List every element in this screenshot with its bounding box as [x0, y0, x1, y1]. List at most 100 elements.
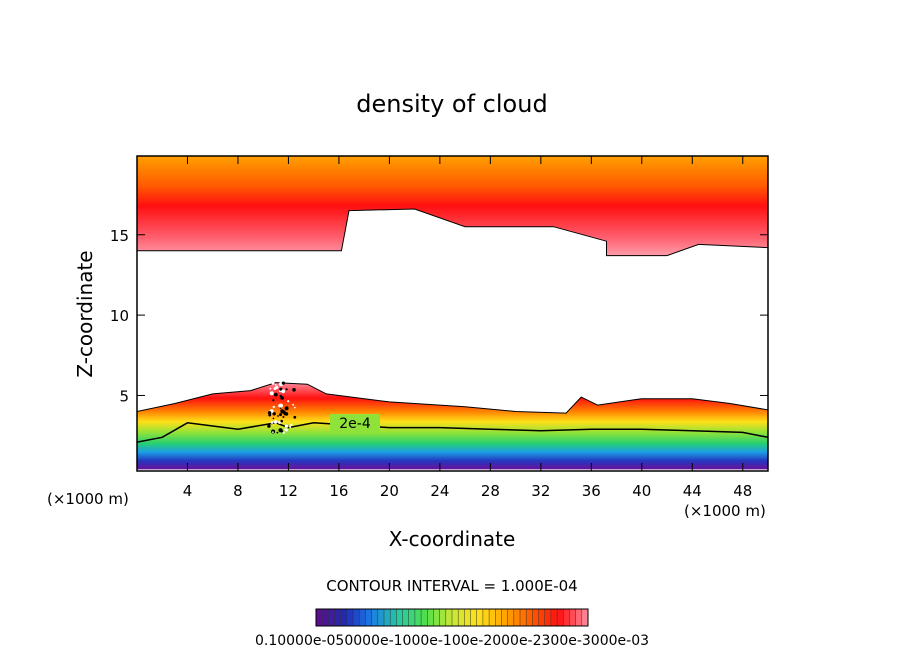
colorbar-swatch [365, 609, 373, 626]
colorbar-swatch [384, 609, 391, 626]
speckle-mark [292, 388, 296, 392]
colorbar-swatch [458, 609, 465, 626]
colorbar-swatch [526, 609, 533, 626]
y-tick-label: 15 [110, 227, 129, 245]
colorbar-swatch [390, 609, 397, 626]
colorbar [315, 609, 589, 626]
colorbar-swatch [377, 609, 385, 626]
speckle-mark [271, 381, 275, 385]
y-tick-label: 5 [119, 387, 129, 405]
colorbar-swatch [371, 609, 379, 626]
speckle-mark [290, 423, 293, 427]
x-tick-label: 8 [233, 482, 243, 500]
colorbar-swatch [557, 609, 564, 626]
colorbar-swatch [520, 609, 527, 626]
colorbar-swatch [359, 609, 366, 626]
colorbar-swatch [340, 609, 348, 626]
x-unit-label-right: (×1000 m) [684, 502, 766, 520]
x-tick-label: 48 [733, 482, 752, 500]
x-tick-label: 12 [279, 482, 298, 500]
x-tick-label: 24 [430, 482, 449, 500]
colorbar-swatch [396, 609, 403, 626]
speckle-mark [272, 417, 275, 420]
colorbar-swatch [550, 609, 558, 626]
colorbar-swatch [439, 609, 447, 626]
colorbar-swatch [569, 609, 577, 626]
speckle-mark [280, 419, 284, 423]
speckle-mark [282, 431, 285, 434]
colorbar-frame [315, 608, 589, 627]
speckle-mark [281, 381, 285, 385]
speckle-mark [269, 387, 272, 390]
colorbar-swatch [445, 609, 453, 626]
x-tick-label: 4 [183, 482, 193, 500]
colorbar-swatch [470, 609, 478, 626]
x-tick-label: 28 [481, 482, 500, 500]
contour-label-background [330, 414, 380, 432]
x-tick-label: 40 [632, 482, 651, 500]
x-tick-label: 44 [683, 482, 702, 500]
colorbar-swatch [316, 609, 323, 626]
speckle-mark [278, 428, 283, 433]
speckle-mark [277, 415, 279, 417]
speckle-mark [294, 406, 296, 409]
colorbar-swatch [532, 609, 539, 626]
colorbar-swatch [452, 609, 459, 626]
colorbar-swatch [513, 609, 521, 626]
speckle-mark [284, 424, 289, 428]
speckle-mark [284, 406, 289, 411]
colorbar-swatch [408, 609, 416, 626]
colorbar-swatch [328, 609, 335, 626]
colorbar-swatch [476, 609, 484, 626]
x-axis-label: X-coordinate [389, 527, 516, 551]
speckle-mark [280, 396, 284, 400]
colorbar-swatch [402, 609, 410, 626]
plot-area [137, 156, 768, 470]
colorbar-swatch [464, 609, 471, 626]
colorbar-swatch [575, 609, 583, 626]
colorbar-swatch [427, 609, 434, 626]
speckle-mark [270, 421, 274, 424]
speckle-mark [275, 385, 279, 389]
speckle-mark [279, 413, 282, 417]
speckle-mark [267, 424, 271, 428]
colorbar-swatch [495, 609, 502, 626]
speckle-mark [279, 387, 283, 391]
colorbar-swatch [482, 609, 490, 626]
speckle-mark [282, 416, 285, 418]
speckle-mark [272, 399, 275, 402]
colorbar-swatch [334, 609, 342, 626]
speckle-mark [281, 389, 286, 394]
colorbar-swatch [489, 609, 496, 626]
colorbar-swatch [421, 609, 428, 626]
colorbar-swatch [563, 609, 570, 626]
x-axis-ticks: 4 8 12 16 20 24 28 32 36 40 44 48 [183, 156, 752, 500]
lower-cloud-field [137, 382, 768, 470]
speckle-mark [273, 420, 278, 424]
contour-label: 2e-4 [339, 416, 371, 432]
speckle-mark [284, 412, 289, 416]
contour-line-2e-4 [137, 422, 768, 443]
y-tick-label: 10 [110, 307, 129, 325]
colorbar-swatch [581, 609, 589, 626]
colorbar-swatch [507, 609, 515, 626]
speckle-mark [272, 431, 274, 433]
speckle-mark [287, 400, 290, 403]
speckle-mark [280, 409, 285, 414]
upper-cloud-base-contour [137, 208, 768, 257]
x-tick-label: 20 [380, 482, 399, 500]
colorbar-swatch [322, 609, 329, 626]
x-tick-label: 36 [582, 482, 601, 500]
speckle-mark [278, 403, 283, 408]
y-axis-ticks: 5 10 15 [110, 227, 768, 405]
speckle-mark [274, 384, 277, 386]
y-axis-label: Z-coordinate [73, 250, 97, 377]
speckle-mark [272, 405, 275, 409]
colorbar-swatch [433, 609, 441, 626]
speckle-mark [272, 412, 276, 416]
colorbar-swatch [544, 609, 552, 626]
speckle-mark [284, 428, 287, 431]
x-tick-label: 16 [329, 482, 348, 500]
x-unit-label-left: (×1000 m) [47, 490, 129, 508]
